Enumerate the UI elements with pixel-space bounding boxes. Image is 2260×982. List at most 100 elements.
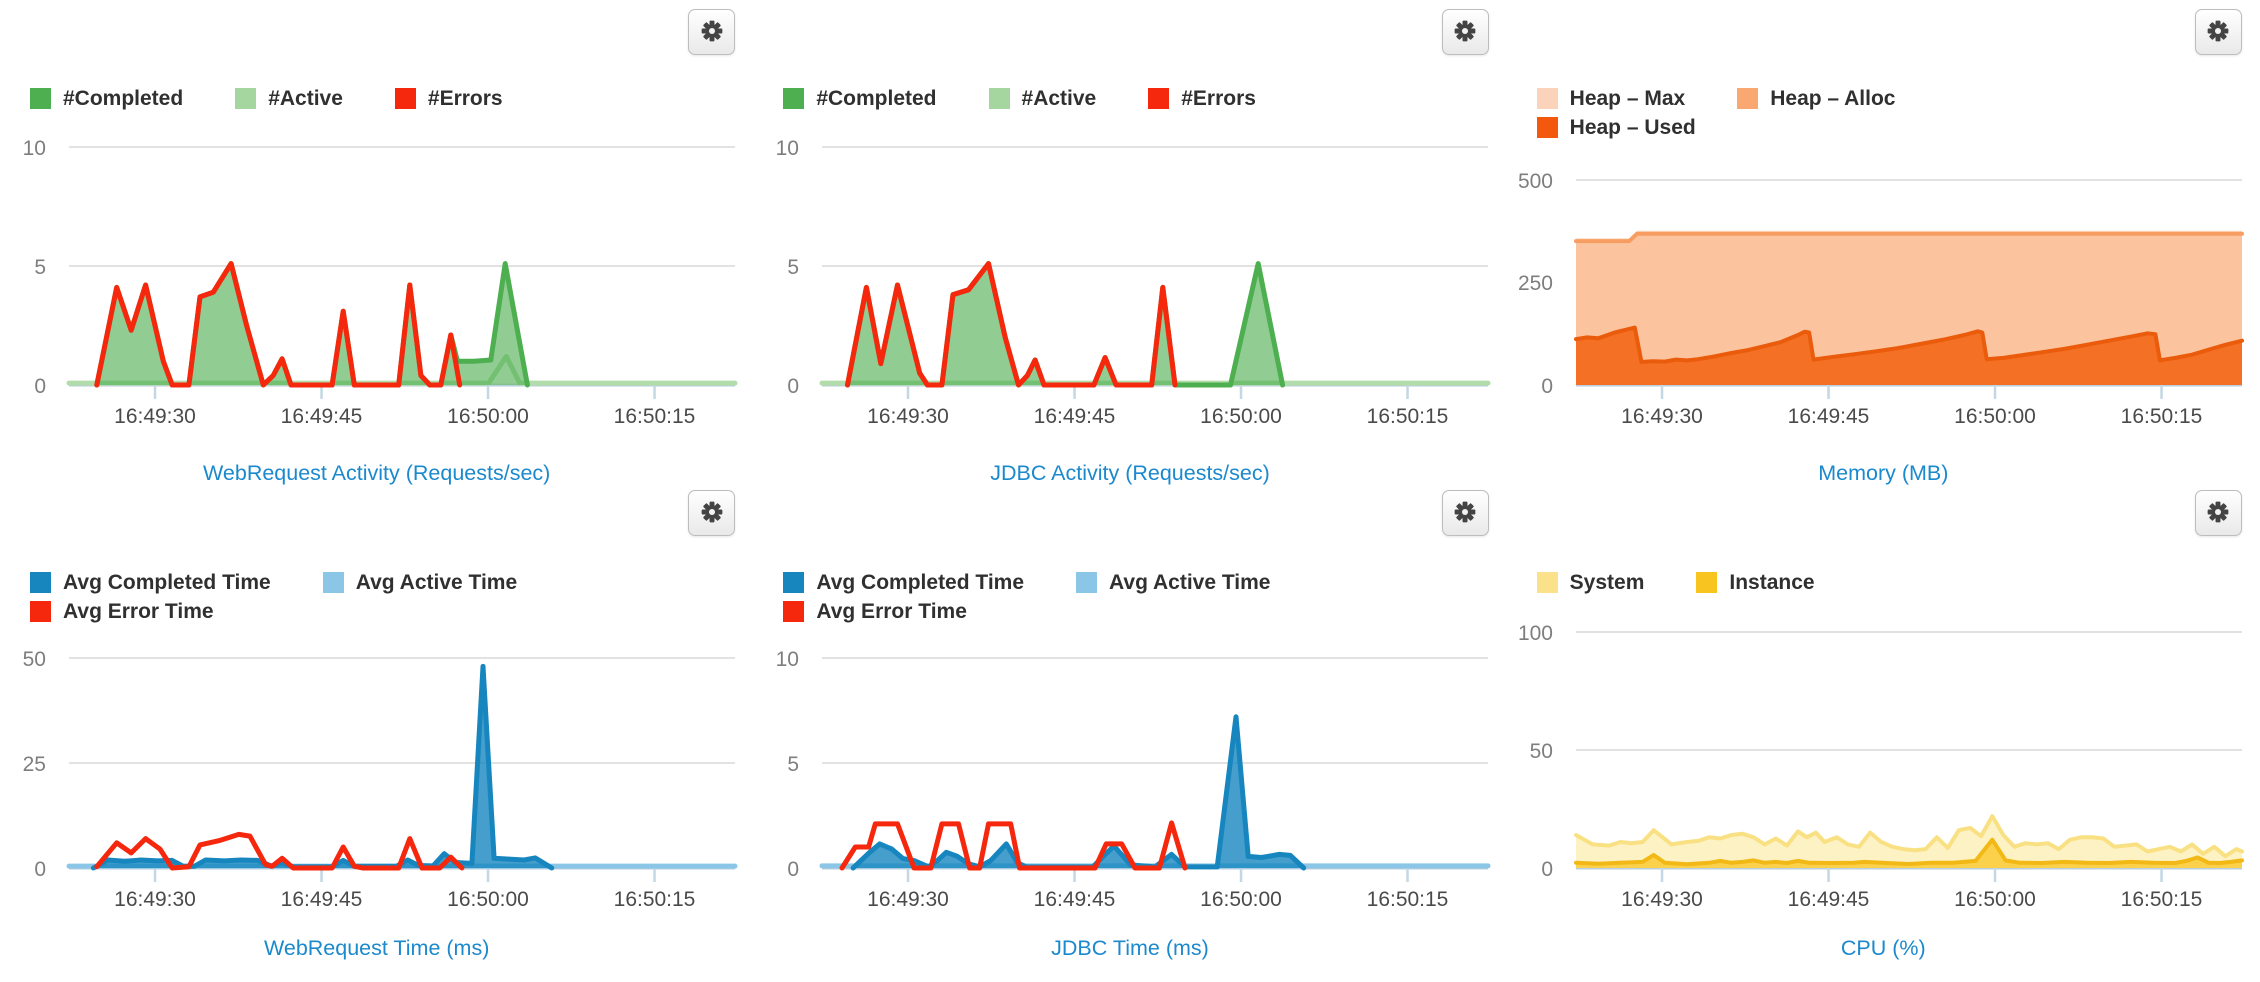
legend-item: Heap – Max	[1536, 86, 1686, 111]
legend-label: Avg Error Time	[63, 599, 214, 623]
legend-swatch-icon	[1536, 88, 1558, 109]
legend-swatch-icon	[783, 88, 805, 109]
chart-canvas: 10 5 0 16:49:30 16:49:45 16:50:00 16:50:15	[776, 648, 1491, 911]
legend-line: Avg Completed Time Avg Active Time	[30, 568, 569, 597]
series-line-avg-error-time	[94, 831, 465, 871]
x-axis-label: 16:50:15	[1367, 888, 1449, 911]
legend-label: Avg Active Time	[355, 570, 518, 594]
legend-line: #Completed #Active #Errors	[783, 84, 1308, 113]
chart-title: WebRequest Activity (Requests/sec)	[203, 461, 551, 485]
legend-swatch-icon	[1148, 88, 1170, 109]
series-line-avg-error-time	[839, 820, 1188, 871]
x-axis-label: 16:49:30	[114, 888, 196, 911]
settings-button[interactable]	[688, 490, 736, 536]
y-axis-label: 25	[23, 753, 46, 776]
legend-item: #Completed	[783, 86, 937, 111]
chart-panel-jdbc-time: Avg Completed Time Avg Active Time Avg Err…	[753, 486, 1506, 982]
settings-button[interactable]	[1441, 9, 1489, 55]
legend-label: System	[1569, 570, 1645, 594]
legend-label: #Errors	[1181, 86, 1256, 110]
gear-icon	[2207, 501, 2229, 526]
x-axis-label: 16:50:15	[1367, 405, 1449, 428]
legend-label: #Completed	[63, 86, 184, 110]
legend-item: #Active	[235, 87, 343, 111]
chart-legend: #Completed #Active #Errors	[783, 84, 1308, 113]
series-area-heap-used	[1575, 327, 2242, 385]
x-axis-label: 16:50:15	[614, 888, 696, 911]
legend-swatch-icon	[235, 88, 257, 109]
gear-icon	[2207, 20, 2229, 45]
chart-panel-webrequest-activity: #Completed #Active #Errors 10 5 0 16:49:30 16:…	[0, 0, 753, 486]
legend-label: Heap – Used	[1569, 115, 1696, 139]
x-axis-label: 16:49:45	[1034, 888, 1116, 911]
x-axis-label: 16:50:15	[2120, 888, 2202, 911]
legend-swatch-icon	[30, 88, 51, 109]
chart-panel-cpu: System Instance 100 50 0 16:49:30 16:49:45 16:…	[1507, 486, 2260, 982]
y-axis-label: 0	[1541, 858, 1553, 881]
settings-button[interactable]	[688, 9, 736, 55]
legend-line: Heap – Used	[1536, 113, 1948, 142]
chart-legend: Avg Completed Time Avg Active Time Avg Err…	[30, 568, 569, 626]
series-line-heap-used	[1573, 325, 2244, 364]
legend-swatch-icon	[783, 601, 805, 622]
legend-label: #Active	[1021, 86, 1097, 110]
x-axis-label: 16:50:00	[1954, 405, 2036, 428]
legend-label: Instance	[1729, 570, 1815, 594]
chart-canvas: 10 5 0 16:49:30 16:49:45 16:50:00 16:50:15	[776, 137, 1491, 428]
series-line-instance	[1573, 837, 2244, 867]
legend-item: Avg Completed Time	[30, 571, 271, 595]
settings-button[interactable]	[2194, 490, 2242, 536]
chart-title: WebRequest Time (ms)	[263, 936, 490, 960]
y-axis-label: 5	[788, 256, 800, 279]
legend-item: System	[1536, 570, 1645, 595]
x-axis-label: 16:49:45	[1034, 405, 1116, 428]
chart-panel-webrequest-time: Avg Completed Time Avg Active Time Avg Err…	[0, 486, 753, 982]
legend-line: Avg Error Time	[30, 597, 569, 626]
y-axis-label: 250	[1518, 272, 1553, 295]
legend-item: Avg Active Time	[1076, 571, 1270, 595]
legend-swatch-icon	[1536, 572, 1558, 593]
legend-line: Heap – Max Heap – Alloc	[1536, 84, 1948, 113]
legend-swatch-icon	[1076, 572, 1098, 593]
series-area-system	[1575, 816, 2242, 868]
chart-title: CPU (%)	[1840, 936, 1926, 960]
legend-label: Heap – Max	[1569, 86, 1686, 110]
x-axis-label: 16:49:30	[1621, 888, 1703, 911]
settings-button[interactable]	[2194, 9, 2242, 55]
chart-title: JDBC Time (ms)	[1051, 936, 1209, 960]
series-line-heap-alloc	[1573, 231, 2244, 244]
chart-legend: System Instance	[1536, 568, 1867, 597]
legend-item: Avg Error Time	[30, 600, 214, 624]
chart-legend: Heap – Max Heap – Alloc Heap – Used	[1536, 84, 1948, 142]
legend-line: System Instance	[1536, 568, 1867, 597]
x-axis-label: 16:49:30	[1621, 405, 1703, 428]
x-axis-label: 16:49:45	[1787, 405, 1869, 428]
chart-canvas: 500 250 0 16:49:30 16:49:45 16:50:00 16:50:15	[1518, 170, 2244, 428]
chart-panel-jdbc-activity: #Completed #Active #Errors 10 5 0 16:49:30 16:…	[753, 0, 1506, 486]
x-axis-label: 16:49:30	[114, 405, 196, 428]
chart-canvas: 100 50 0 16:49:30 16:49:45 16:50:00 16:50:15	[1518, 622, 2244, 911]
gear-icon	[1454, 501, 1476, 526]
legend-swatch-icon	[1737, 88, 1759, 109]
legend-swatch-icon	[1696, 572, 1718, 593]
chart-canvas: 10 5 0 16:49:30 16:49:45 16:50:00 16:50:15	[23, 137, 738, 428]
y-axis-label: 50	[23, 648, 46, 671]
chart-title: JDBC Activity (Requests/sec)	[990, 461, 1270, 485]
legend-label: #Active	[268, 86, 343, 110]
x-axis-label: 16:49:45	[281, 888, 363, 911]
y-axis-label: 0	[788, 858, 800, 881]
legend-line: #Completed #Active #Errors	[30, 84, 555, 113]
legend-item: #Errors	[394, 86, 503, 111]
legend-label: #Completed	[816, 86, 937, 110]
y-axis-label: 10	[776, 648, 799, 671]
y-axis-label: 100	[1518, 622, 1553, 645]
legend-item: #Completed	[30, 87, 183, 111]
legend-label: #Errors	[427, 86, 503, 110]
legend-item: #Errors	[1148, 87, 1256, 111]
x-axis-label: 16:50:00	[1201, 888, 1283, 911]
series-line--errors	[845, 261, 1178, 388]
y-axis-label: 10	[776, 137, 799, 160]
settings-button[interactable]	[1441, 490, 1489, 536]
legend-swatch-icon	[30, 572, 51, 593]
